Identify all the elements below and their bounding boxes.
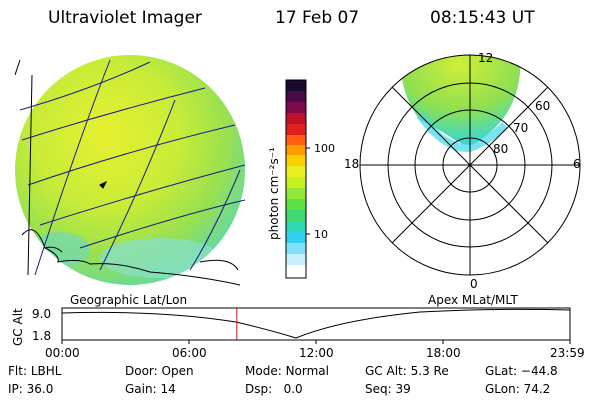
status-dsp: Dsp: 0.0 xyxy=(245,382,303,396)
lat-label-80: 80 xyxy=(493,142,508,156)
instrument-title: Ultraviolet Imager xyxy=(48,8,202,28)
status-seq: Seq: 39 xyxy=(365,382,411,396)
polar-grid xyxy=(359,54,581,276)
mlt-label-12: 12 xyxy=(478,51,493,65)
status-door: Door: Open xyxy=(125,364,194,378)
mlt-label-18: 18 xyxy=(344,157,359,171)
mlt-label-6: 6 xyxy=(573,157,581,171)
time-tick-0600: 06:00 xyxy=(172,346,207,360)
polar-image xyxy=(400,55,521,153)
alt-ytick-bottom: 1.8 xyxy=(32,329,51,343)
lat-label-70: 70 xyxy=(513,121,528,135)
geo-plot-title: Geographic Lat/Lon xyxy=(70,293,187,307)
status-glon: GLon: 74.2 xyxy=(485,382,551,396)
geo-grid xyxy=(19,59,246,276)
status-flt: Flt: LBHL xyxy=(8,364,62,378)
time-tick-1200: 12:00 xyxy=(299,346,334,360)
alt-ylabel: GC Alt xyxy=(11,308,25,346)
colorbar xyxy=(285,79,310,279)
time-tick-2359: 23:59 xyxy=(550,346,585,360)
time-tick-1800: 18:00 xyxy=(426,346,461,360)
lat-label-60: 60 xyxy=(535,99,550,113)
time-tick-0000: 00:00 xyxy=(45,346,80,360)
date-label: 17 Feb 07 xyxy=(275,8,360,28)
status-gc-alt: GC Alt: 5.3 Re xyxy=(365,364,449,378)
status-glat: GLat: −44.8 xyxy=(485,364,558,378)
polar-plot-title: Apex MLat/MLT xyxy=(428,293,518,307)
colorbar-unit-label: photon cm⁻²s⁻¹ xyxy=(267,147,281,240)
status-gain: Gain: 14 xyxy=(125,382,176,396)
time-label: 08:15:43 UT xyxy=(430,8,535,28)
colorbar-tick-100: 100 xyxy=(314,142,335,155)
status-mode: Mode: Normal xyxy=(245,364,329,378)
status-ip: IP: 36.0 xyxy=(8,382,54,396)
altitude-strip xyxy=(61,307,571,344)
alt-ytick-top: 9.0 xyxy=(32,307,51,321)
geo-coastlines xyxy=(14,59,241,286)
mlt-label-0: 0 xyxy=(470,277,478,291)
colorbar-tick-10: 10 xyxy=(314,228,328,241)
